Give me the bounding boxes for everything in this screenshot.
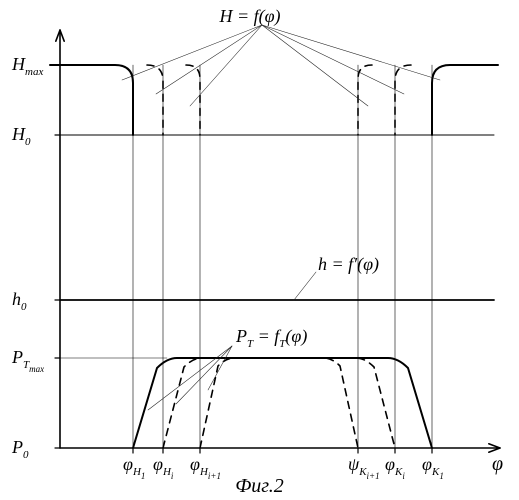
svg-text:PTmax: PTmax	[11, 347, 44, 374]
svg-text:H = f(φ): H = f(φ)	[218, 6, 280, 27]
svg-text:h = f′(φ): h = f′(φ)	[318, 254, 379, 275]
svg-text:Hmax: Hmax	[11, 54, 43, 78]
svg-text:P0: P0	[11, 437, 29, 461]
svg-text:φH1: φH1	[123, 454, 145, 481]
svg-text:PT = fT(φ): PT = fT(φ)	[235, 326, 307, 350]
svg-text:φHi+1: φHi+1	[190, 454, 221, 481]
svg-text:φHi: φHi	[153, 454, 174, 481]
svg-text:ψKi+1: ψKi+1	[348, 454, 380, 481]
svg-text:φK1: φK1	[422, 454, 444, 481]
svg-text:φKi: φKi	[385, 454, 405, 481]
diagram-svg: Hmax H0 h0 PTmax P0 φH1 φHi φHi+1 ψKi+1φKi φK1 φ H …	[0, 0, 519, 500]
svg-text:H0: H0	[11, 124, 31, 148]
svg-text:Фиг.2: Фиг.2	[235, 475, 284, 497]
svg-text:h0: h0	[12, 289, 27, 313]
svg-text:φ: φ	[492, 453, 503, 475]
